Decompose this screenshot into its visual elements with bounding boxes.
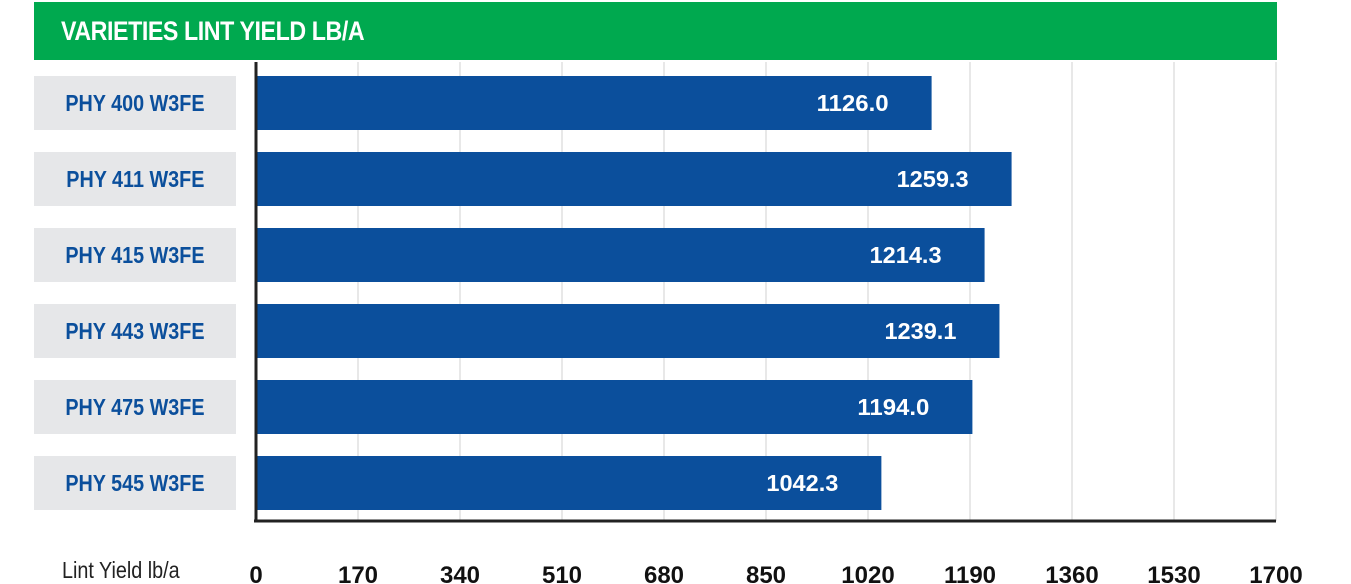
x-tick-label: 170: [338, 562, 378, 584]
x-tick-label: 850: [746, 562, 786, 584]
x-axis-title: Lint Yield lb/a: [62, 557, 180, 583]
bar-value-label: 1126.0: [817, 90, 889, 116]
category-label-box: PHY 443 W3FE: [34, 304, 236, 358]
category-label-box: PHY 400 W3FE: [34, 76, 236, 130]
x-tick-label: 340: [440, 562, 480, 584]
bar: [256, 76, 932, 130]
chart-title: VARIETIES LINT YIELD LB/A: [61, 15, 365, 46]
chart-title-band: VARIETIES LINT YIELD LB/A: [34, 2, 1277, 60]
x-tick-label: 1190: [944, 562, 996, 584]
bar-value-label: 1239.1: [884, 318, 956, 344]
x-tick-label: 0: [249, 562, 262, 584]
category-label-box: PHY 411 W3FE: [34, 152, 236, 206]
category-label: PHY 411 W3FE: [65, 165, 205, 192]
bar-value-label: 1042.3: [766, 470, 838, 496]
category-label: PHY 545 W3FE: [65, 469, 205, 496]
category-label: PHY 400 W3FE: [65, 89, 205, 116]
category-label: PHY 443 W3FE: [65, 317, 205, 344]
bar-value-label: 1259.3: [897, 166, 969, 192]
x-tick-label: 1360: [1045, 562, 1098, 584]
bar: [256, 152, 1012, 206]
x-tick-label: 1020: [841, 562, 894, 584]
bar: [256, 228, 985, 282]
category-label: PHY 415 W3FE: [65, 241, 205, 268]
category-label-box: PHY 475 W3FE: [34, 380, 236, 434]
bar-value-label: 1194.0: [857, 394, 929, 420]
bar: [256, 304, 1000, 358]
x-tick-label: 1700: [1249, 562, 1302, 584]
category-label-box: PHY 545 W3FE: [34, 456, 236, 510]
x-tick-label: 510: [542, 562, 582, 584]
bar: [256, 456, 882, 510]
category-label-box: PHY 415 W3FE: [34, 228, 236, 282]
x-tick-label: 680: [644, 562, 684, 584]
bar-value-label: 1214.3: [870, 242, 942, 268]
category-label: PHY 475 W3FE: [65, 393, 205, 420]
x-tick-label: 1530: [1147, 562, 1200, 584]
bar: [256, 380, 973, 434]
